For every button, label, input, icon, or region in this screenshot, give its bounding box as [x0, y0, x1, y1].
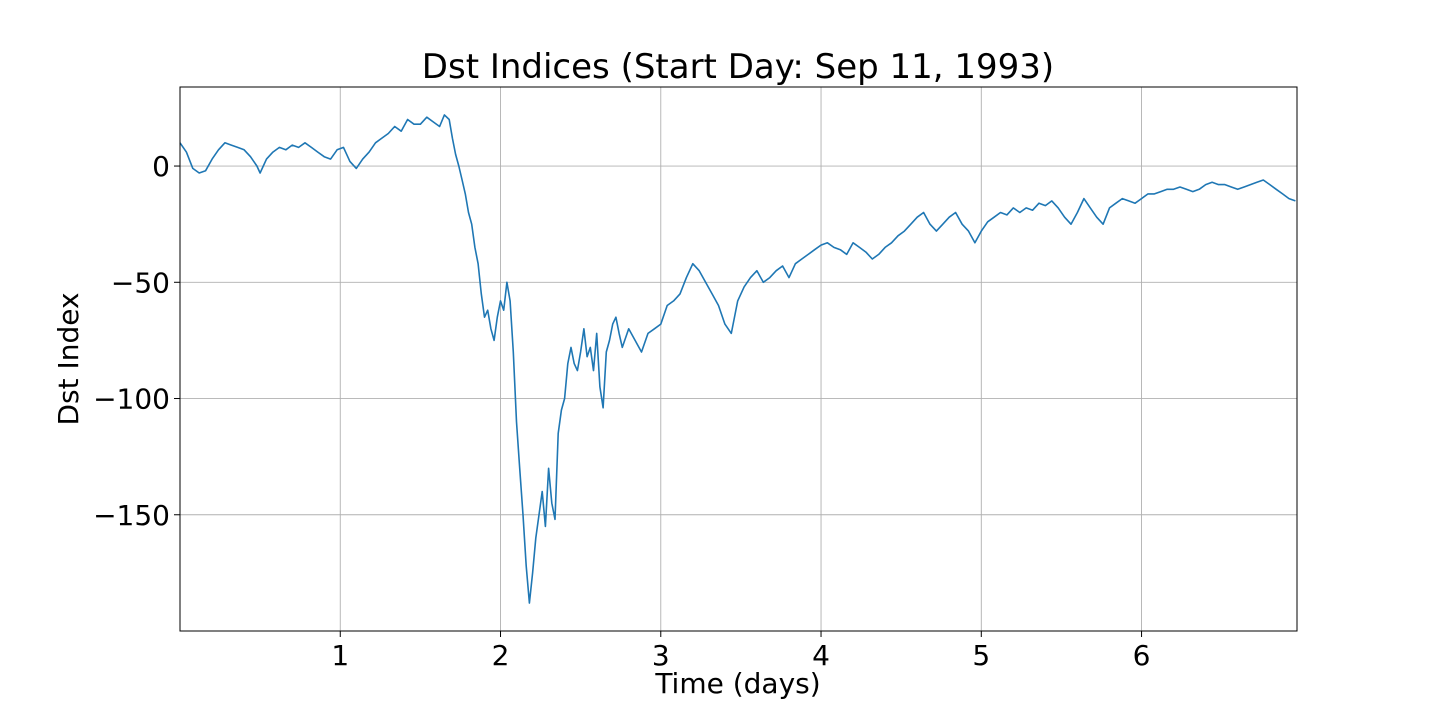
axis-ticks [174, 165, 1143, 637]
x-tick-label: 5 [972, 639, 990, 672]
y-tick-label: −150 [93, 499, 170, 532]
dst-index-series-line [179, 114, 1296, 604]
y-tick-labels: 0 −50 −100 −150 [93, 150, 170, 532]
y-tick-label: −50 [111, 266, 170, 299]
x-tick-label: 6 [1133, 639, 1151, 672]
y-tick-label: −100 [93, 383, 170, 416]
grid-lines [180, 87, 1297, 631]
x-tick-label: 1 [331, 639, 349, 672]
x-tick-label: 2 [492, 639, 510, 672]
x-tick-labels: 1 2 3 4 5 6 [331, 639, 1150, 672]
plot-frame [179, 86, 1298, 632]
x-axis-label: Time (days) [654, 667, 820, 700]
y-axis-label: Dst Index [52, 292, 85, 425]
x-tick-label: 4 [812, 639, 830, 672]
chart-title: Dst Indices (Start Day: Sep 11, 1993) [422, 47, 1054, 87]
x-tick-label: 3 [652, 639, 670, 672]
y-tick-label: 0 [152, 150, 170, 183]
